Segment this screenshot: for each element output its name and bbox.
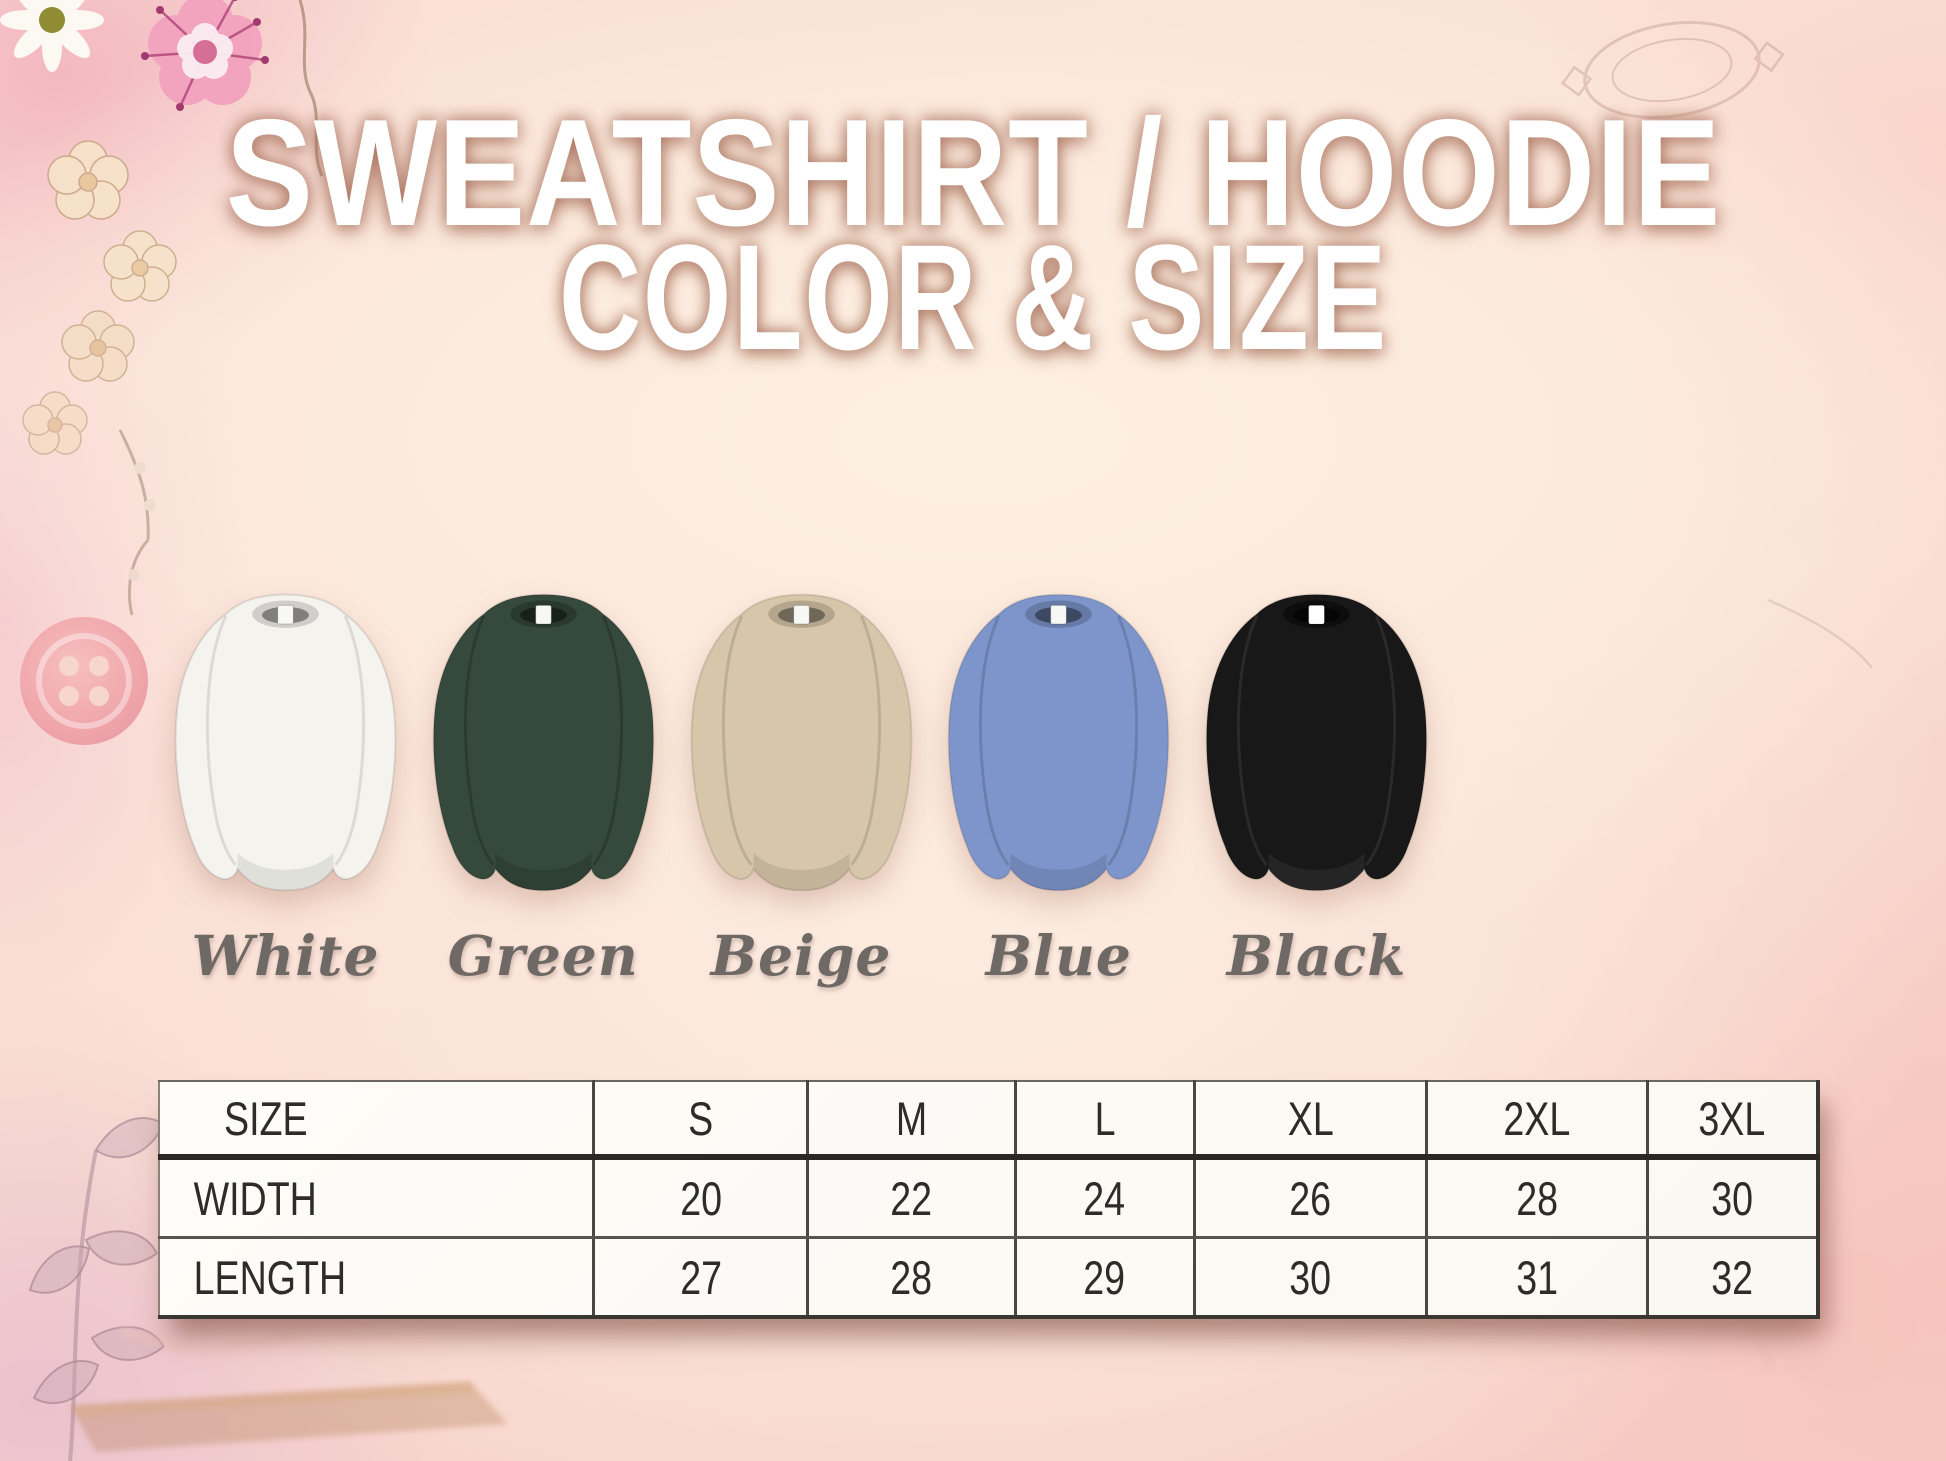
sweatshirt-blue-image: [947, 593, 1170, 892]
neck-tag: [1050, 604, 1068, 625]
header-s: S: [592, 1081, 808, 1160]
table-row-length: LENGTH 27 28 29 30 31 32: [159, 1237, 1818, 1317]
flower-cluster-decoration: [0, 0, 324, 616]
header-m: M: [806, 1081, 1016, 1160]
sweatshirt-black-image: [1205, 593, 1428, 892]
width-s: 20: [592, 1157, 808, 1239]
row-label-width: WIDTH: [159, 1157, 594, 1239]
color-label-white: White: [191, 923, 380, 988]
neck-tag: [534, 604, 552, 625]
header-size: SIZE: [159, 1081, 594, 1160]
neck-tag: [277, 604, 294, 625]
cream-blossoms-icon: [22, 140, 177, 455]
sweatshirt-green-image: [432, 593, 655, 892]
table-header-row: SIZE S M L XL 2XL 3XL: [159, 1081, 1818, 1160]
color-label-blue: Blue: [985, 923, 1132, 988]
color-label-green: Green: [447, 923, 639, 988]
sweatshirt-white-image: [174, 593, 397, 892]
width-3xl: 30: [1645, 1157, 1818, 1239]
length-3xl: 32: [1645, 1237, 1818, 1317]
product-white: White: [163, 575, 408, 988]
length-2xl: 31: [1424, 1237, 1648, 1317]
width-xl: 26: [1192, 1157, 1427, 1239]
table-row-width: WIDTH 20 22 24 26 28 30: [159, 1157, 1818, 1239]
button-decoration: [20, 617, 148, 745]
header-xl: XL: [1192, 1081, 1427, 1160]
width-2xl: 28: [1424, 1157, 1648, 1239]
width-l: 24: [1013, 1157, 1195, 1239]
sketch-ring-icon: [1560, 21, 1785, 119]
color-label-black: Black: [1226, 923, 1407, 988]
neck-tag: [792, 604, 810, 625]
sweatshirt-beige-image: [690, 593, 912, 892]
product-green: Green: [421, 575, 666, 988]
header-3xl: 3XL: [1645, 1081, 1818, 1160]
sketch-line: [1767, 598, 1873, 669]
shelf-edge: [70, 1382, 476, 1416]
pink-flower-icon: [141, 0, 269, 111]
size-table: SIZE S M L XL 2XL 3XL WIDTH 20 22 24 26 …: [158, 1080, 1820, 1319]
length-l: 29: [1013, 1237, 1195, 1317]
width-m: 22: [806, 1157, 1016, 1239]
product-beige: Beige: [679, 575, 924, 988]
header-l: L: [1013, 1081, 1195, 1160]
title-line-1: SWEATSHIRT / HOODIE: [225, 88, 1721, 258]
title-line-2: COLOR & SIZE: [558, 212, 1388, 381]
length-m: 28: [806, 1237, 1016, 1317]
neck-tag: [1308, 604, 1325, 625]
header-2xl: 2XL: [1424, 1081, 1648, 1160]
length-s: 27: [592, 1237, 808, 1317]
sprig-icon: [118, 429, 156, 616]
color-options-row: White Green Beige: [163, 575, 1439, 988]
page-title: SWEATSHIRT / HOODIE COLOR & SIZE: [0, 88, 1946, 381]
twig-icon: [298, 0, 324, 177]
daisy-icon: [0, 0, 104, 72]
color-label-beige: Beige: [710, 923, 892, 988]
row-label-length: LENGTH: [193, 1250, 347, 1304]
length-xl: 30: [1192, 1237, 1427, 1317]
product-black: Black: [1194, 575, 1439, 988]
product-blue: Blue: [936, 575, 1181, 988]
